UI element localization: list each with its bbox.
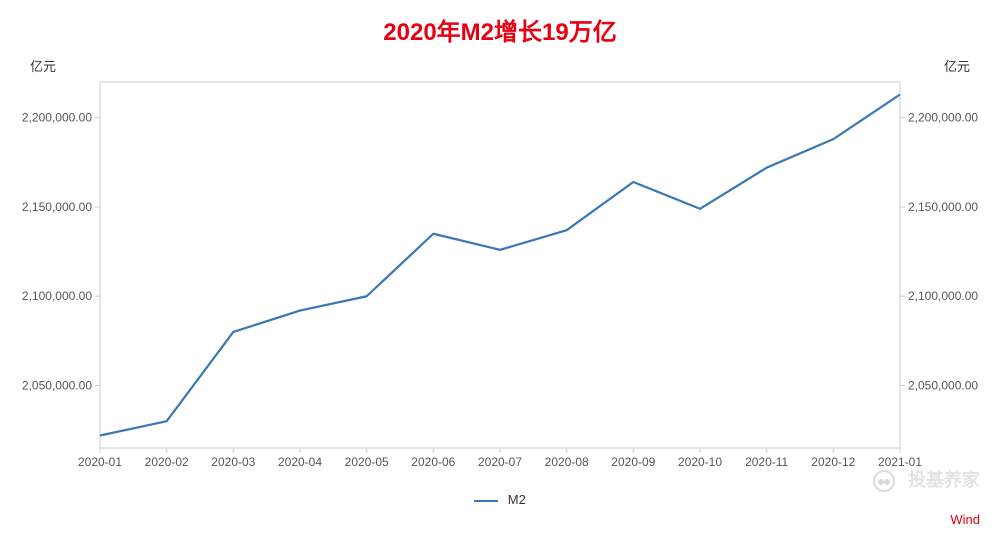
svg-text:2020-03: 2020-03 — [211, 455, 255, 469]
svg-text:2020-02: 2020-02 — [145, 455, 189, 469]
svg-text:2,200,000.00: 2,200,000.00 — [22, 111, 92, 125]
svg-text:2020-11: 2020-11 — [745, 455, 788, 469]
svg-text:2,150,000.00: 2,150,000.00 — [22, 200, 92, 214]
svg-text:2,100,000.00: 2,100,000.00 — [22, 289, 92, 303]
svg-text:2,200,000.00: 2,200,000.00 — [908, 111, 978, 125]
wechat-icon — [873, 470, 895, 492]
svg-text:2020-10: 2020-10 — [678, 455, 722, 469]
chart-source: Wind — [950, 512, 980, 527]
svg-text:2020-05: 2020-05 — [345, 455, 389, 469]
svg-text:2,050,000.00: 2,050,000.00 — [22, 379, 92, 393]
svg-text:2020-07: 2020-07 — [478, 455, 522, 469]
svg-text:2020-01: 2020-01 — [78, 455, 122, 469]
line-chart-svg: 2,050,000.00 2,050,000.00 2,100,000.00 2,10… — [14, 74, 986, 474]
y-axis-unit-right: 亿元 — [944, 56, 970, 75]
chart-legend: M2 — [0, 492, 1000, 507]
y-axis-unit-left: 亿元 — [30, 56, 56, 75]
svg-text:2020-09: 2020-09 — [611, 455, 655, 469]
svg-text:2020-12: 2020-12 — [811, 455, 855, 469]
svg-text:2020-04: 2020-04 — [278, 455, 322, 469]
legend-label: M2 — [508, 492, 526, 507]
svg-text:2,100,000.00: 2,100,000.00 — [908, 289, 978, 303]
svg-text:2,050,000.00: 2,050,000.00 — [908, 379, 978, 393]
chart-title: 2020年M2增长19万亿 — [0, 0, 1000, 47]
svg-text:2,150,000.00: 2,150,000.00 — [908, 200, 978, 214]
legend-swatch — [474, 500, 498, 502]
svg-text:2020-06: 2020-06 — [411, 455, 455, 469]
svg-text:2020-08: 2020-08 — [545, 455, 589, 469]
watermark: 投基养家 — [873, 466, 980, 492]
chart-area: 2,050,000.00 2,050,000.00 2,100,000.00 2,10… — [14, 74, 986, 474]
watermark-text: 投基养家 — [908, 470, 980, 490]
